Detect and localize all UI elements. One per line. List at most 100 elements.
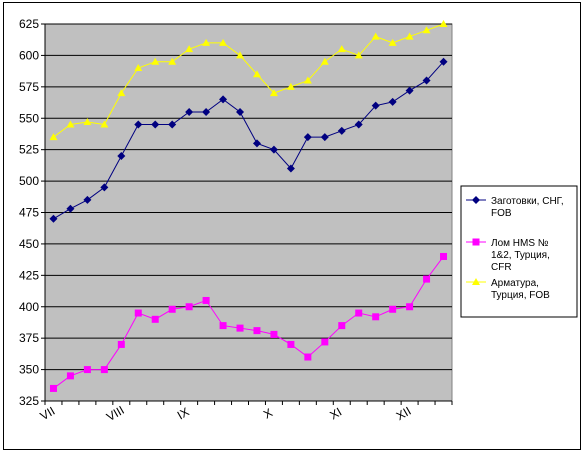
data-point xyxy=(439,20,448,27)
data-point xyxy=(440,252,448,260)
y-tick-label: 450 xyxy=(19,237,39,251)
series-2 xyxy=(49,252,448,392)
data-point xyxy=(423,275,431,283)
y-tick-label: 625 xyxy=(19,17,39,31)
data-point xyxy=(337,126,346,135)
legend-entry: Заготовки, СНГ, FOB xyxy=(466,196,564,219)
data-point xyxy=(83,118,92,126)
data-point xyxy=(371,32,380,40)
data-point xyxy=(286,82,295,90)
y-tick-label: 600 xyxy=(19,48,39,62)
data-point xyxy=(49,133,58,141)
data-point xyxy=(371,101,380,110)
data-point xyxy=(134,309,142,317)
data-point xyxy=(338,322,346,330)
data-point xyxy=(134,120,143,129)
data-point xyxy=(83,366,91,374)
data-point xyxy=(405,86,414,95)
data-point xyxy=(117,340,125,348)
data-point xyxy=(269,89,278,97)
data-point xyxy=(354,51,363,59)
legend-label: Заготовки, СНГ, FOB xyxy=(491,196,564,219)
y-tick-label: 550 xyxy=(19,111,39,125)
data-point xyxy=(83,195,92,204)
data-point xyxy=(287,340,295,348)
data-point xyxy=(219,95,228,104)
y-tick-label: 375 xyxy=(19,331,39,345)
y-tick-label: 325 xyxy=(19,394,39,408)
x-tick-label: VIII xyxy=(104,403,127,424)
x-tick-label: X xyxy=(261,405,275,421)
data-point xyxy=(168,305,176,313)
data-point xyxy=(236,324,244,332)
data-point xyxy=(168,120,177,129)
y-tick-label: 425 xyxy=(19,268,39,282)
data-point xyxy=(185,303,193,311)
data-point xyxy=(303,76,312,84)
data-point xyxy=(100,120,109,128)
data-point xyxy=(202,107,211,116)
data-point xyxy=(100,366,108,374)
data-point xyxy=(320,133,329,142)
data-point xyxy=(422,26,431,34)
data-point xyxy=(202,38,211,46)
data-point xyxy=(303,133,312,142)
data-point xyxy=(321,338,329,346)
y-tick-label: 525 xyxy=(19,143,39,157)
legend-box xyxy=(460,185,578,318)
data-point xyxy=(389,305,397,313)
series-3 xyxy=(49,20,448,141)
data-point xyxy=(219,322,227,330)
legend-label: Арматура, Турция, FOB xyxy=(491,278,550,301)
data-point xyxy=(269,145,278,154)
data-point xyxy=(66,204,75,213)
data-point xyxy=(304,353,312,361)
data-point xyxy=(388,97,397,106)
x-tick-label: XII xyxy=(394,404,414,423)
data-point xyxy=(236,51,245,59)
gridlines xyxy=(41,23,452,402)
y-tick-label: 475 xyxy=(19,206,39,220)
series-layer xyxy=(49,20,448,392)
data-point xyxy=(354,120,363,129)
legend-entry: Арматура, Турция, FOB xyxy=(466,278,550,301)
data-point xyxy=(202,296,210,304)
data-point xyxy=(337,45,346,53)
data-point xyxy=(151,315,159,323)
axes xyxy=(44,24,453,405)
y-tick-label: 350 xyxy=(19,363,39,377)
data-point xyxy=(472,238,480,246)
y-axis-labels: 325 350 375 400 425 450 475 500 525 550 575 600 625 xyxy=(19,17,39,408)
data-point xyxy=(151,57,160,65)
data-point xyxy=(168,57,177,65)
data-point xyxy=(372,313,380,321)
data-point xyxy=(286,164,295,173)
x-tick-label: IX xyxy=(175,405,192,423)
data-point xyxy=(253,327,261,335)
data-point xyxy=(134,63,143,71)
data-point xyxy=(406,303,414,311)
data-point xyxy=(422,76,431,85)
data-point xyxy=(388,38,397,46)
data-point xyxy=(117,151,126,160)
data-point xyxy=(252,70,261,78)
data-point xyxy=(472,196,480,204)
y-tick-label: 500 xyxy=(19,174,39,188)
y-tick-label: 400 xyxy=(19,300,39,314)
data-point xyxy=(219,38,228,46)
legend: Заготовки, СНГ, FOB Лом HMS № 1&2, Турция, C… xyxy=(460,185,578,318)
data-point xyxy=(355,309,363,317)
y-tick-label: 575 xyxy=(19,80,39,94)
data-point xyxy=(66,372,74,380)
data-point xyxy=(185,107,194,116)
x-tick-label: XI xyxy=(327,405,344,423)
data-point xyxy=(236,107,245,116)
data-point xyxy=(405,32,414,40)
data-point xyxy=(49,384,57,392)
data-point xyxy=(472,278,480,285)
data-point xyxy=(117,89,126,97)
data-point xyxy=(320,57,329,65)
x-axis-labels: VII VIII IX X XI XII xyxy=(38,403,414,424)
data-point xyxy=(185,45,194,53)
